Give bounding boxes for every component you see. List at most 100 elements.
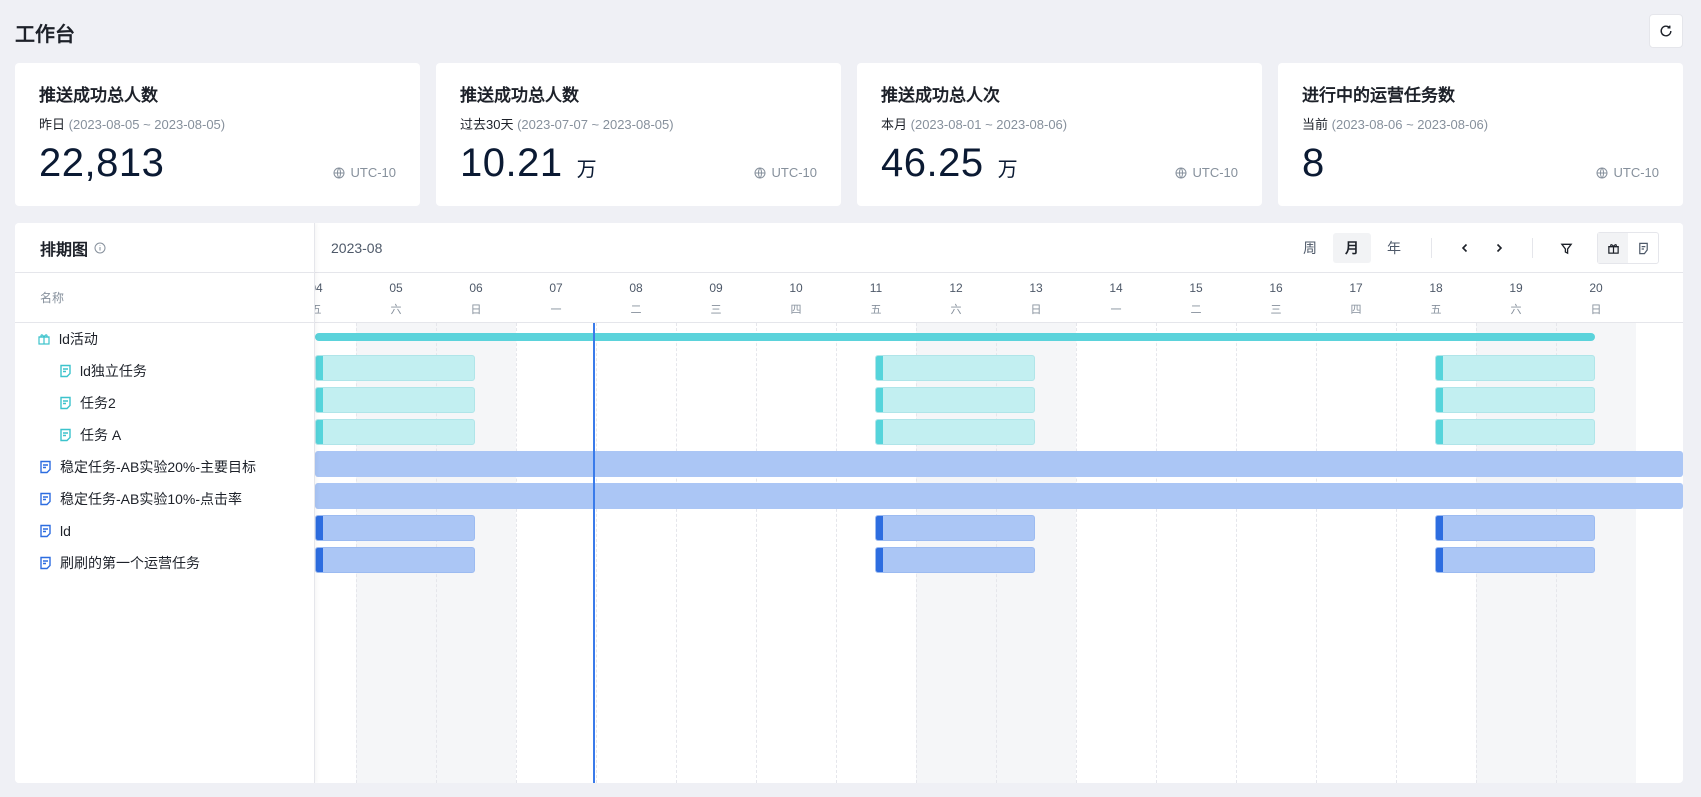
next-button[interactable] [1484, 233, 1514, 263]
day-column-header: 15 二 [1156, 273, 1236, 323]
task-tree-panel: 排期图 名称 ld活动 ld独立任务 任务2 任务 A 稳定任务-AB实验20%-主要目… [15, 223, 315, 783]
schedule-bar[interactable] [315, 483, 1683, 509]
schedule-bar[interactable] [315, 451, 1683, 477]
filter-icon [1560, 243, 1572, 254]
day-number: 16 [1269, 281, 1283, 295]
day-gridline [676, 323, 677, 783]
gantt-toolbar: 周月年 [1291, 232, 1659, 264]
task-doc-icon [40, 556, 51, 570]
day-number: 09 [709, 281, 723, 295]
schedule-bar[interactable] [1435, 419, 1595, 445]
weekday: 一 [1110, 304, 1122, 316]
task-label: 任务2 [80, 395, 116, 411]
bar-start-cap [1436, 420, 1443, 444]
schedule-bar[interactable] [315, 355, 475, 381]
weekday: 三 [710, 304, 722, 316]
weekday: 五 [870, 304, 882, 316]
stat-card-30days: 推送成功总人数 过去30天 (2023-07-07 ~ 2023-08-05) … [436, 63, 841, 206]
chevron-right-icon [1496, 243, 1503, 253]
schedule-bar[interactable] [875, 515, 1035, 541]
schedule-bar[interactable] [315, 387, 475, 413]
prev-button[interactable] [1450, 233, 1480, 263]
schedule-bar[interactable] [875, 355, 1035, 381]
card-value: 8 [1302, 141, 1325, 185]
schedule-bar[interactable] [1435, 355, 1595, 381]
day-number: 11 [869, 281, 883, 295]
task-view-button[interactable] [1628, 233, 1658, 263]
group-bar[interactable] [315, 333, 1595, 341]
card-title: 推送成功总人数 [460, 86, 579, 105]
weekday: 四 [1350, 304, 1362, 316]
schedule-bar[interactable] [1435, 515, 1595, 541]
weekday: 四 [790, 304, 802, 316]
bar-start-cap [876, 356, 883, 380]
card-value: 22,813 [39, 141, 165, 185]
chevron-left-icon [1461, 243, 1468, 253]
day-column-header: 20 日 [1556, 273, 1636, 323]
view-option-1[interactable]: 月 [1333, 233, 1371, 263]
gift-icon [38, 334, 50, 345]
bar-start-cap [1436, 356, 1443, 380]
task-doc-icon [40, 524, 51, 538]
card-title: 推送成功总人数 [39, 86, 158, 105]
globe-icon [754, 167, 766, 178]
card-period: 昨日 (2023-08-05 ~ 2023-08-05) [39, 117, 226, 132]
schedule-bar[interactable] [315, 547, 475, 573]
schedule-bar[interactable] [875, 419, 1035, 445]
task-row[interactable]: ld活动 [15, 323, 314, 355]
card-timezone: UTC-10 [754, 165, 817, 180]
stat-card-yesterday: 推送成功总人数 昨日 (2023-08-05 ~ 2023-08-05) 22,… [15, 63, 420, 206]
day-gridline [756, 323, 757, 783]
weekday: 六 [390, 304, 402, 316]
schedule-bar[interactable] [1435, 547, 1595, 573]
day-column-header: 06 日 [436, 273, 516, 323]
schedule-bar[interactable] [315, 515, 475, 541]
weekday: 五 [1430, 304, 1442, 316]
schedule-bar[interactable] [875, 547, 1035, 573]
day-column-header: 18 五 [1396, 273, 1476, 323]
day-gridline [516, 323, 517, 783]
task-row[interactable]: 任务2 [15, 387, 314, 419]
task-row[interactable]: 稳定任务-AB实验10%-点击率 [15, 483, 314, 515]
day-number: 10 [789, 281, 803, 295]
current-month: 2023-08 [331, 240, 383, 256]
bar-start-cap [316, 356, 323, 380]
weekday: 六 [950, 304, 962, 316]
card-timezone: UTC-10 [1596, 165, 1659, 180]
filter-button[interactable] [1551, 233, 1581, 263]
task-tree: ld活动 ld独立任务 任务2 任务 A 稳定任务-AB实验20%-主要目标 稳定任务-A… [15, 323, 314, 579]
stat-card-active-tasks: 进行中的运营任务数 当前 (2023-08-06 ~ 2023-08-06) 8… [1278, 63, 1683, 206]
task-row[interactable]: ld [15, 515, 314, 547]
day-column-header: 09 三 [676, 273, 756, 323]
card-period: 过去30天 (2023-07-07 ~ 2023-08-05) [460, 117, 674, 132]
refresh-icon [1660, 25, 1672, 37]
schedule-bar[interactable] [1435, 387, 1595, 413]
task-row[interactable]: 刷刷的第一个运营任务 [15, 547, 314, 579]
task-row[interactable]: ld独立任务 [15, 355, 314, 387]
day-gridline [836, 323, 837, 783]
day-number: 19 [1509, 281, 1523, 295]
day-column-header: 11 五 [836, 273, 916, 323]
info-icon[interactable] [94, 242, 106, 254]
weekday: 日 [1590, 304, 1602, 316]
card-period: 本月 (2023-08-01 ~ 2023-08-06) [881, 117, 1068, 132]
view-option-0[interactable]: 周 [1303, 240, 1317, 256]
day-gridline [1156, 323, 1157, 783]
refresh-button[interactable] [1649, 14, 1683, 48]
card-unit: 万 [997, 159, 1019, 181]
task-row[interactable]: 稳定任务-AB实验20%-主要目标 [15, 451, 314, 483]
day-number: 05 [389, 281, 403, 295]
card-value: 10.21 万 [460, 141, 598, 185]
card-value: 46.25 万 [881, 141, 1019, 185]
view-option-2[interactable]: 年 [1387, 240, 1401, 256]
schedule-bar[interactable] [875, 387, 1035, 413]
day-gridline [1076, 323, 1077, 783]
task-row[interactable]: 任务 A [15, 419, 314, 451]
schedule-bar[interactable] [315, 419, 475, 445]
activity-view-button[interactable] [1598, 233, 1628, 263]
day-number: 20 [1589, 281, 1603, 295]
task-label: ld独立任务 [80, 363, 147, 379]
view-switch: 周月年 [1291, 233, 1413, 263]
globe-icon [1175, 167, 1187, 178]
type-toggle [1597, 232, 1659, 264]
